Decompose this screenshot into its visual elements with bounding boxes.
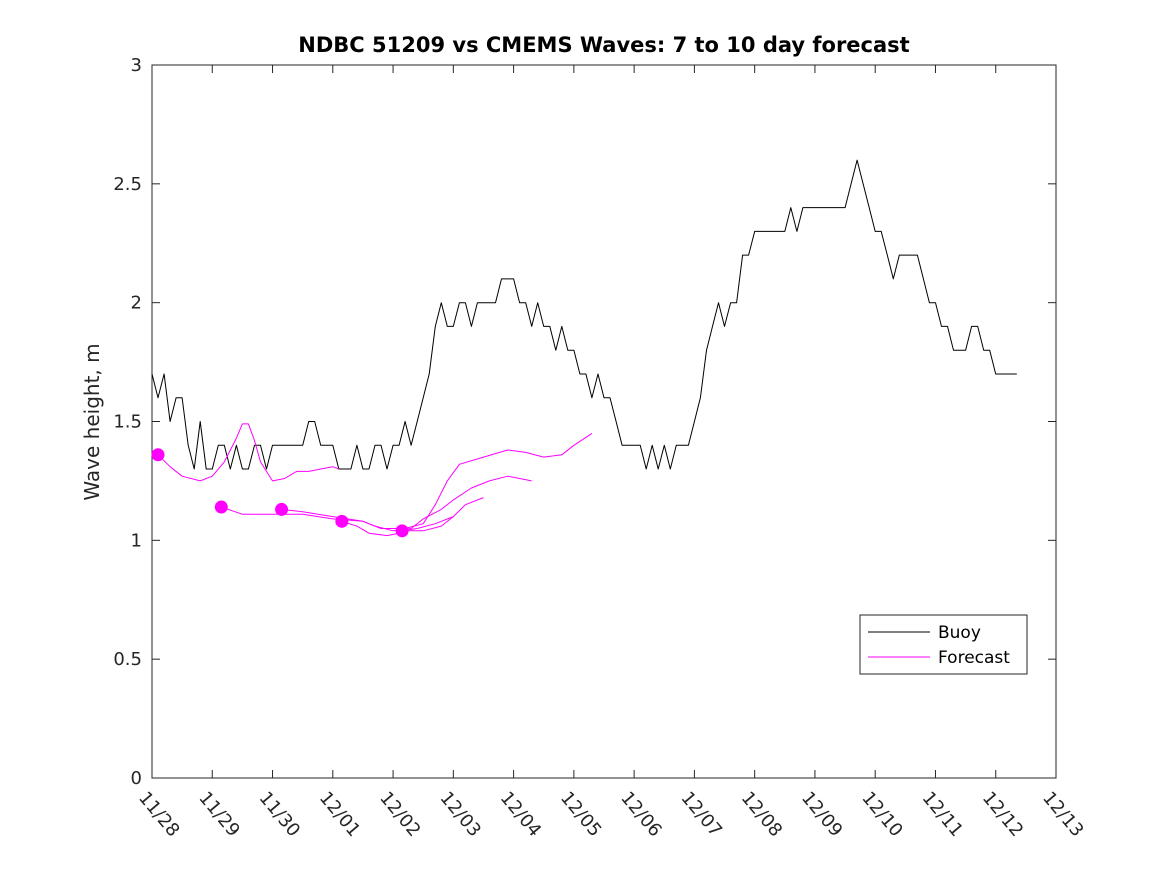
y-tick-label: 3 — [131, 55, 142, 76]
forecast-start-marker — [275, 502, 289, 516]
forecast-series-line — [157, 423, 339, 482]
legend-forecast-label: Forecast — [938, 648, 1010, 668]
chart-title: NDBC 51209 vs CMEMS Waves: 7 to 10 day f… — [298, 33, 909, 57]
y-tick-label: 2.5 — [113, 174, 142, 195]
y-tick-label: 1 — [131, 530, 142, 551]
forecast-series-line — [402, 497, 484, 532]
legend-buoy-label: Buoy — [938, 623, 981, 643]
y-axis-label: Wave height, m — [80, 343, 104, 500]
forecast-start-marker — [335, 514, 349, 528]
y-tick-label: 0.5 — [113, 649, 142, 670]
y-tick-label: 1.5 — [113, 412, 142, 433]
buoy-series-line — [151, 159, 1017, 470]
legend-box — [859, 614, 1028, 675]
forecast-start-marker — [395, 524, 409, 538]
forecast-start-marker — [214, 500, 228, 514]
y-tick-label: 0 — [131, 768, 142, 789]
y-axis: 0 0.5 1 1.5 2 2.5 3 — [113, 55, 1056, 789]
forecast-series-line — [221, 432, 593, 529]
forecast-start-marker — [151, 448, 165, 462]
y-tick-label: 2 — [131, 293, 142, 314]
series-layer — [151, 159, 1017, 538]
legend: Buoy Forecast — [859, 614, 1028, 675]
